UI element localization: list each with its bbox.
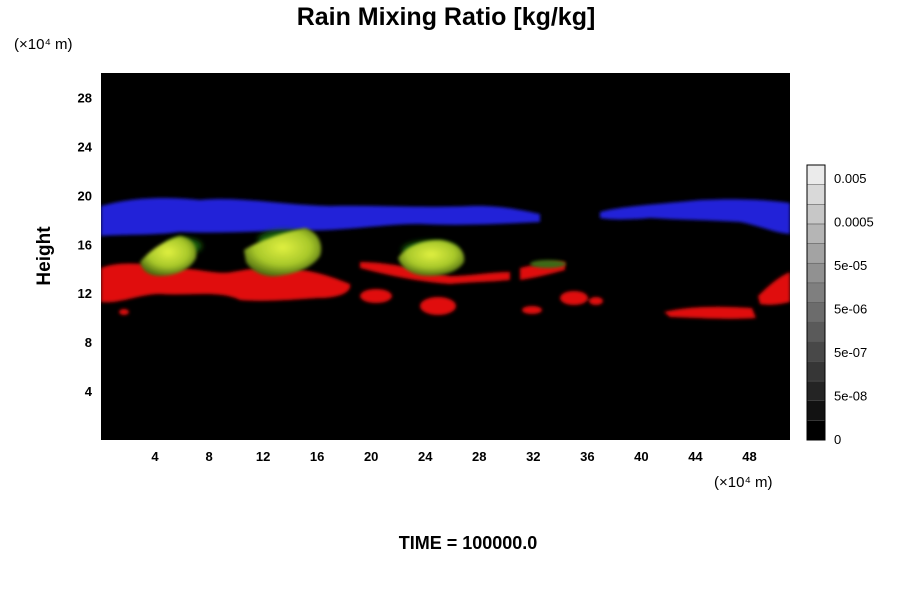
colorbar-label: 0: [834, 432, 841, 447]
x-tick-label: 36: [580, 449, 594, 464]
colorbar-swatch: [806, 302, 826, 323]
x-tick-label: 24: [418, 449, 433, 464]
y-unit-label: (×10⁴ m): [14, 36, 73, 53]
x-tick-label: 8: [205, 449, 212, 464]
colorbar-label: 5e-07: [834, 345, 867, 360]
colorbar-swatch: [806, 341, 826, 362]
x-tick-label: 44: [688, 449, 703, 464]
x-tick-label: 20: [364, 449, 378, 464]
time-footer: TIME = 100000.0: [399, 533, 538, 553]
colorbar-swatch: [806, 380, 826, 401]
y-axis-label: Height: [34, 226, 55, 286]
colorbar-label: 5e-08: [834, 389, 867, 404]
colorbar-swatch: [806, 223, 826, 244]
x-tick-label: 16: [310, 449, 324, 464]
x-tick-label: 40: [634, 449, 648, 464]
colorbar-swatch: [806, 184, 826, 205]
colorbar-swatch: [806, 282, 826, 303]
colorbar: 0.005 0.0005 5e-05 5e-06 5e-07 5e-08 0: [806, 164, 874, 447]
x-tick-label: 32: [526, 449, 540, 464]
x-tick-label: 48: [742, 449, 756, 464]
x-tick-label: 4: [151, 449, 159, 464]
colorbar-label: 5e-06: [834, 302, 867, 317]
colorbar-swatch: [806, 420, 826, 441]
colorbar-swatch: [806, 243, 826, 264]
y-tick-label: 4: [85, 384, 93, 399]
colorbar-label: 5e-05: [834, 258, 867, 273]
colorbar-swatch: [806, 321, 826, 343]
chart-title: Rain Mixing Ratio [kg/kg]: [297, 3, 596, 31]
colorbar-label: 0.005: [834, 171, 867, 186]
y-tick-label: 16: [78, 237, 92, 252]
y-tick-labels: 4 8 12 16 20 24 28: [78, 90, 93, 399]
y-tick-label: 12: [78, 286, 92, 301]
y-tick-label: 24: [78, 139, 93, 154]
green-layer: [140, 228, 566, 277]
colorbar-label: 0.0005: [834, 215, 874, 230]
colorbar-swatch: [806, 400, 826, 421]
colorbar-swatch: [806, 164, 826, 185]
y-tick-label: 8: [85, 335, 92, 350]
x-unit-label: (×10⁴ m): [714, 474, 773, 491]
y-tick-label: 28: [78, 90, 92, 105]
rain-field: [101, 198, 790, 319]
colorbar-frame: [806, 164, 826, 441]
x-tick-label: 12: [256, 449, 270, 464]
colorbar-swatch: [806, 361, 826, 382]
x-tick-label: 28: [472, 449, 486, 464]
blue-layer: [101, 198, 790, 236]
x-tick-labels: 4 8 12 16 20 24 28 32 36 40 44 48: [151, 449, 756, 464]
colorbar-swatch: [806, 204, 826, 225]
colorbar-swatch: [806, 262, 826, 284]
y-tick-label: 20: [78, 188, 92, 203]
